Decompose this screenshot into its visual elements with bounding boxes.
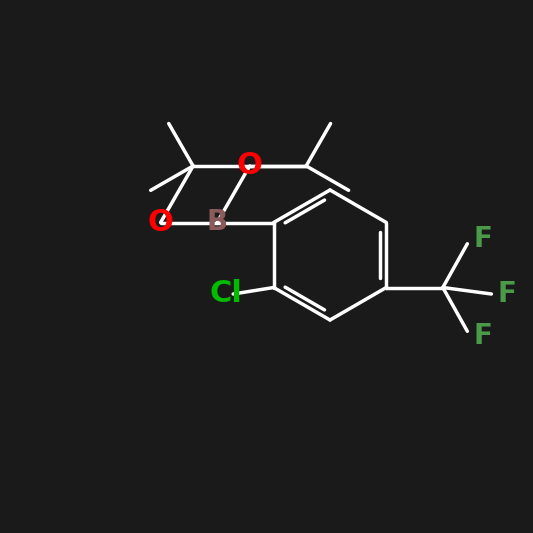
Text: F: F [474,322,493,350]
Text: F: F [498,280,517,308]
Text: Cl: Cl [210,279,243,309]
Text: F: F [474,225,493,253]
Text: B: B [207,208,228,237]
Text: O: O [148,208,174,237]
Text: O: O [237,151,263,181]
